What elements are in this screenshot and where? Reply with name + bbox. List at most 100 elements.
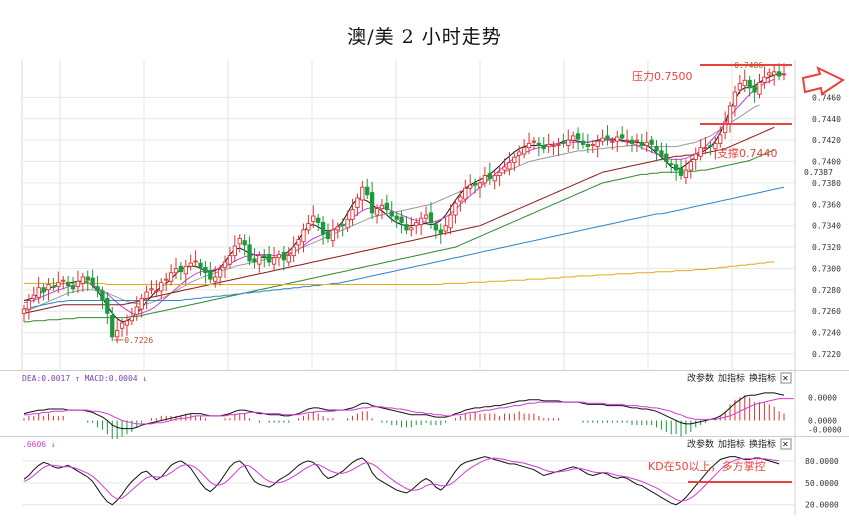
candle-body — [213, 276, 218, 282]
candle-body — [247, 244, 252, 262]
candle-body — [428, 212, 434, 223]
candle-body — [335, 226, 340, 231]
candle-body — [624, 139, 630, 142]
candle-body — [556, 143, 561, 146]
kd-change-params-button[interactable]: 改参数 — [687, 438, 714, 450]
candle-body — [173, 267, 179, 274]
candle — [409, 217, 414, 237]
candle — [306, 215, 311, 235]
kd-switch-indicator-button[interactable]: 换指标 — [749, 438, 776, 450]
candle-body — [644, 141, 649, 146]
candle — [124, 314, 130, 336]
candle — [271, 247, 277, 271]
price-axis: 0.7460 0.7440 0.7420 0.7400 0.7380 0.7360 0.73… — [812, 93, 841, 359]
candle — [433, 220, 439, 239]
candle-body — [85, 276, 90, 281]
y-tick-label: 0.7460 — [812, 93, 841, 102]
candle — [296, 235, 301, 254]
macd-close-button[interactable]: ✕ — [780, 372, 792, 384]
candle-body — [419, 217, 424, 226]
candle-body — [718, 134, 723, 144]
candle — [198, 258, 203, 276]
candle-body — [693, 153, 698, 160]
candle-body — [404, 224, 409, 231]
candle-body — [531, 140, 537, 143]
candle — [659, 142, 664, 161]
candle-body — [301, 229, 306, 243]
candle-body — [311, 215, 316, 222]
candle — [90, 269, 95, 289]
candle-body — [267, 254, 272, 263]
switch-indicator-button[interactable]: 换指标 — [749, 372, 776, 384]
candle — [497, 165, 502, 187]
candle-body — [664, 153, 669, 163]
candle — [767, 68, 772, 84]
candle-body — [453, 202, 458, 216]
candle-body — [369, 192, 375, 214]
candle-body — [291, 246, 296, 257]
candle-body — [620, 134, 625, 139]
candle-body — [203, 266, 208, 274]
candle-body — [669, 163, 674, 166]
candle — [31, 286, 36, 303]
candle — [217, 265, 223, 286]
kd-tick-label: 50.0000 — [805, 479, 839, 488]
candle-body — [610, 140, 615, 143]
candle — [325, 223, 331, 243]
candle-body — [448, 214, 453, 229]
candle — [762, 66, 767, 89]
candle-body — [639, 141, 644, 146]
candle — [159, 278, 164, 300]
candle — [119, 318, 125, 337]
candle — [115, 319, 120, 344]
candle-body — [286, 255, 291, 263]
add-indicator-button[interactable]: 加指标 — [718, 372, 745, 384]
candle-body — [683, 169, 689, 179]
candle-body — [698, 147, 703, 157]
change-params-button[interactable]: 改参数 — [687, 372, 714, 384]
candle-body — [713, 142, 718, 150]
candle-body — [512, 156, 517, 164]
candle — [683, 159, 689, 184]
candle — [144, 285, 149, 310]
candle — [634, 133, 640, 152]
candle — [276, 250, 282, 267]
candle-body — [232, 245, 237, 257]
candle-body — [36, 287, 41, 298]
candle — [742, 69, 747, 93]
candle — [517, 145, 522, 166]
candle — [232, 235, 237, 263]
candle-body — [423, 214, 429, 219]
dif-line — [23, 392, 785, 430]
candle — [678, 159, 684, 180]
candle-body — [566, 139, 571, 146]
candle — [566, 129, 571, 152]
candle-body — [95, 286, 100, 292]
candle — [291, 236, 296, 263]
candle — [21, 304, 27, 322]
kd-close-button[interactable]: ✕ — [780, 438, 792, 450]
candle — [65, 275, 71, 297]
candle — [134, 296, 139, 321]
candle — [105, 291, 110, 325]
candle — [237, 234, 242, 253]
candle — [727, 101, 733, 133]
candle — [203, 260, 208, 284]
candle-body — [208, 270, 213, 280]
candle-body — [561, 141, 566, 144]
kd-add-indicator-button[interactable]: 加指标 — [718, 438, 745, 450]
candle-body — [262, 255, 267, 258]
candle-body — [276, 254, 282, 259]
candle — [639, 133, 644, 150]
candle-body — [536, 142, 541, 146]
candle-body — [164, 278, 169, 281]
kd-axis: 80.0000 50.0000 20.0000 — [805, 457, 839, 510]
candle — [56, 271, 61, 294]
candle — [36, 277, 41, 304]
candle — [149, 280, 154, 295]
y-tick-label: 0.7400 — [812, 158, 841, 167]
candle-body — [585, 143, 591, 148]
candle-body — [374, 208, 380, 216]
macd-tick-label: 0.0000 — [808, 394, 837, 403]
candle — [468, 174, 473, 195]
